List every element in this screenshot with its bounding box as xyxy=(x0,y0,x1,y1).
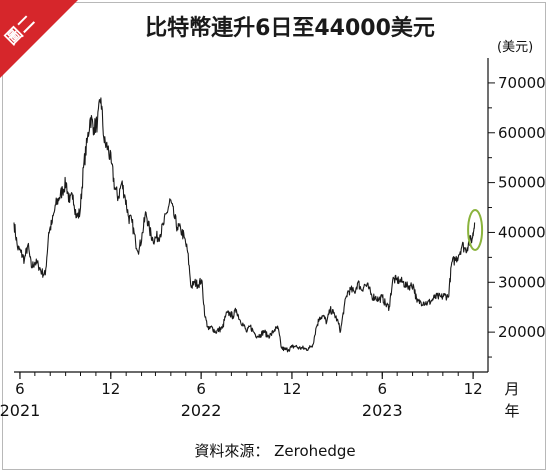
x-year-label: 2022 xyxy=(181,401,222,420)
price-line xyxy=(13,97,476,353)
x-tick-label: 6 xyxy=(378,380,388,398)
x-tick-label: 12 xyxy=(101,380,120,398)
figure-badge: 圖二 xyxy=(0,0,110,110)
x-year-label: 2023 xyxy=(362,401,403,420)
source-credit: 資料來源： Zerohedge xyxy=(0,440,550,461)
chart-series xyxy=(13,97,484,353)
source-label: 資料來源： xyxy=(194,442,270,460)
y-tick-label: 50000 xyxy=(498,174,546,192)
x-tick-label: 6 xyxy=(15,380,25,398)
x-unit-month-label: 月 xyxy=(504,380,519,398)
chart-frame xyxy=(2,2,546,470)
y-tick-label: 70000 xyxy=(498,74,546,92)
x-tick-label: 6 xyxy=(196,380,206,398)
chart-title: 比特幣連升6日至44000美元 xyxy=(145,16,435,41)
chart-axes xyxy=(14,58,495,379)
y-tick-label: 30000 xyxy=(498,273,546,291)
y-axis-unit: (美元) xyxy=(497,40,534,55)
source-name: Zerohedge xyxy=(274,442,356,460)
x-year-label: 2021 xyxy=(0,401,40,420)
highlight-ellipse xyxy=(467,208,484,251)
x-unit-year-label: 年 xyxy=(504,402,519,420)
badge-corner-shape xyxy=(0,0,78,78)
chart-tick-labels: 20000 30000 40000 50000 60000 70000 6 2021 12 6 20… xyxy=(0,74,546,420)
y-tick-label: 60000 xyxy=(498,124,546,142)
y-tick-label: 20000 xyxy=(498,323,546,341)
x-tick-label: 12 xyxy=(464,380,483,398)
y-tick-label: 40000 xyxy=(498,223,546,241)
x-tick-label: 12 xyxy=(282,380,301,398)
